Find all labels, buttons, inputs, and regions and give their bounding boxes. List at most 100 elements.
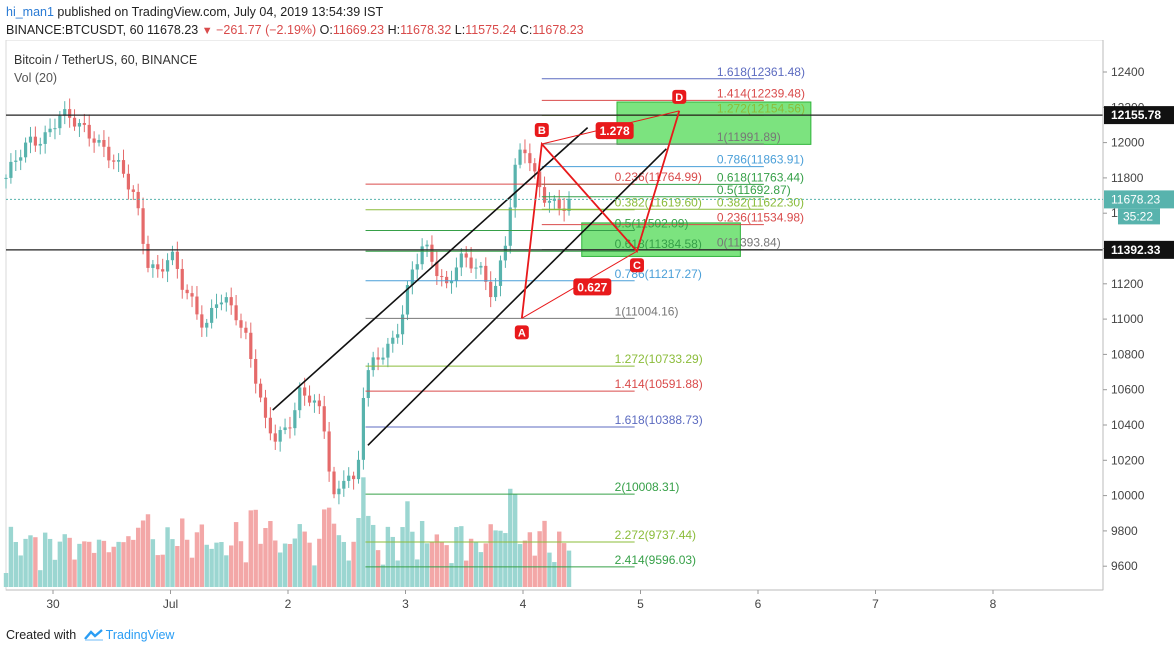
volume-bar xyxy=(91,552,97,587)
volume-bar xyxy=(307,542,312,587)
volume-bar xyxy=(527,532,533,587)
volume-bar xyxy=(312,565,317,587)
publish-info: hi_man1 published on TradingView.com, Ju… xyxy=(6,5,383,19)
volume-bar xyxy=(512,494,518,587)
candle-body xyxy=(307,395,312,403)
fib-extension-label: 1(11991.89) xyxy=(717,130,781,144)
candle-body xyxy=(121,160,126,174)
close-value: 11678.23 xyxy=(532,23,584,37)
volume-bar xyxy=(552,562,557,587)
candle-body xyxy=(77,123,82,127)
volume-bar xyxy=(111,546,116,587)
fib-retracement-label: 2(10008.31) xyxy=(615,480,680,494)
candle-body xyxy=(254,358,258,384)
fib-retracement-label: 0.786(11217.27) xyxy=(615,267,702,281)
candle-body xyxy=(224,297,228,303)
volume-bar xyxy=(135,527,141,587)
volume-bar xyxy=(326,507,332,587)
x-tick-label: 5 xyxy=(637,597,644,611)
low-label: L: xyxy=(454,23,466,37)
volume-bar xyxy=(253,509,258,587)
volume-bar xyxy=(87,541,92,587)
pattern-point-label: A xyxy=(518,327,526,339)
candle-body xyxy=(219,302,224,305)
candle-body xyxy=(293,410,297,429)
candle-body xyxy=(72,117,77,127)
candle-body xyxy=(405,285,410,315)
candle-body xyxy=(165,260,170,272)
volume-bar xyxy=(478,552,484,587)
x-tick-label: 6 xyxy=(755,597,762,611)
volume-bar xyxy=(199,524,205,587)
volume-bar xyxy=(82,541,87,587)
tradingview-brand-link[interactable]: TradingView xyxy=(105,628,175,642)
fib-extension-label: 0.382(11622.30) xyxy=(717,195,804,209)
y-tick-label: 9800 xyxy=(1111,524,1138,538)
candle-body xyxy=(396,334,400,338)
fib-retracement-label: 1.414(10591.88) xyxy=(615,377,703,391)
channel-line xyxy=(272,127,589,411)
volume-bar xyxy=(547,552,552,587)
candle-body xyxy=(547,200,552,203)
volume-bar xyxy=(522,540,528,587)
candle-body xyxy=(542,187,547,203)
volume-bar xyxy=(126,536,131,587)
author-link[interactable]: hi_man1 xyxy=(6,5,54,19)
candle-body xyxy=(210,307,214,323)
volume-bar xyxy=(366,515,371,587)
tradingview-logo-icon xyxy=(83,629,103,641)
candle-body xyxy=(82,123,86,125)
candle-body xyxy=(19,157,23,161)
candle-body xyxy=(195,296,199,315)
volume-bar xyxy=(361,477,366,587)
candle-body xyxy=(92,138,96,143)
y-tick-label: 10600 xyxy=(1111,383,1145,397)
candle-body xyxy=(445,276,449,284)
abcd-pattern-line xyxy=(520,110,681,319)
volume-bar xyxy=(503,533,508,587)
candle-body xyxy=(87,124,91,139)
volume-bar xyxy=(424,543,430,587)
candle-body xyxy=(371,357,375,371)
candle-body xyxy=(489,281,493,298)
price-change: −261.77 (−2.19%) xyxy=(216,23,317,37)
candle-body xyxy=(435,261,439,277)
price-chart[interactable]: 1.618(12361.48) 1.414(12239.48)1.272(1215… xyxy=(0,40,1176,620)
candle-body xyxy=(107,146,111,161)
candle-body xyxy=(53,128,57,130)
candle-body xyxy=(28,136,33,143)
fib-retracement-label: 1.618(10388.73) xyxy=(615,413,703,427)
candle-body xyxy=(117,160,121,162)
candle-body xyxy=(484,265,488,282)
candle-body xyxy=(112,160,116,162)
volume-bar xyxy=(336,535,342,587)
volume-bar xyxy=(150,539,156,587)
volume-bar xyxy=(419,520,425,587)
pattern-point-label: B xyxy=(538,125,546,137)
level-price-tag-label: 12155.78 xyxy=(1111,108,1161,122)
fib-retracement-label: 2.272(9737.44) xyxy=(615,528,696,542)
candle-body xyxy=(205,322,209,328)
candle-body xyxy=(214,304,219,308)
candle-body xyxy=(342,480,346,489)
channel-line xyxy=(367,148,667,446)
volume-bar xyxy=(273,540,278,587)
volume-bar xyxy=(405,501,410,587)
countdown-tag xyxy=(1118,208,1160,225)
volume-bar xyxy=(121,542,126,587)
x-tick-label: 4 xyxy=(520,597,527,611)
candle-body xyxy=(273,433,277,442)
volume-bar xyxy=(67,537,72,587)
candle-body xyxy=(303,387,307,396)
fib-extension-label: 0.618(11763.44) xyxy=(717,170,804,184)
candle-body xyxy=(175,251,179,269)
volume-bar xyxy=(439,541,444,587)
candle-body xyxy=(459,253,463,268)
fib-extension-label: 1.618(12361.48) xyxy=(717,65,805,79)
candle-body xyxy=(229,297,233,306)
candle-body xyxy=(278,430,282,442)
volume-bar xyxy=(140,520,146,587)
y-tick-label: 10400 xyxy=(1111,418,1145,432)
candle-body xyxy=(288,427,292,429)
volume-bar xyxy=(238,541,244,587)
